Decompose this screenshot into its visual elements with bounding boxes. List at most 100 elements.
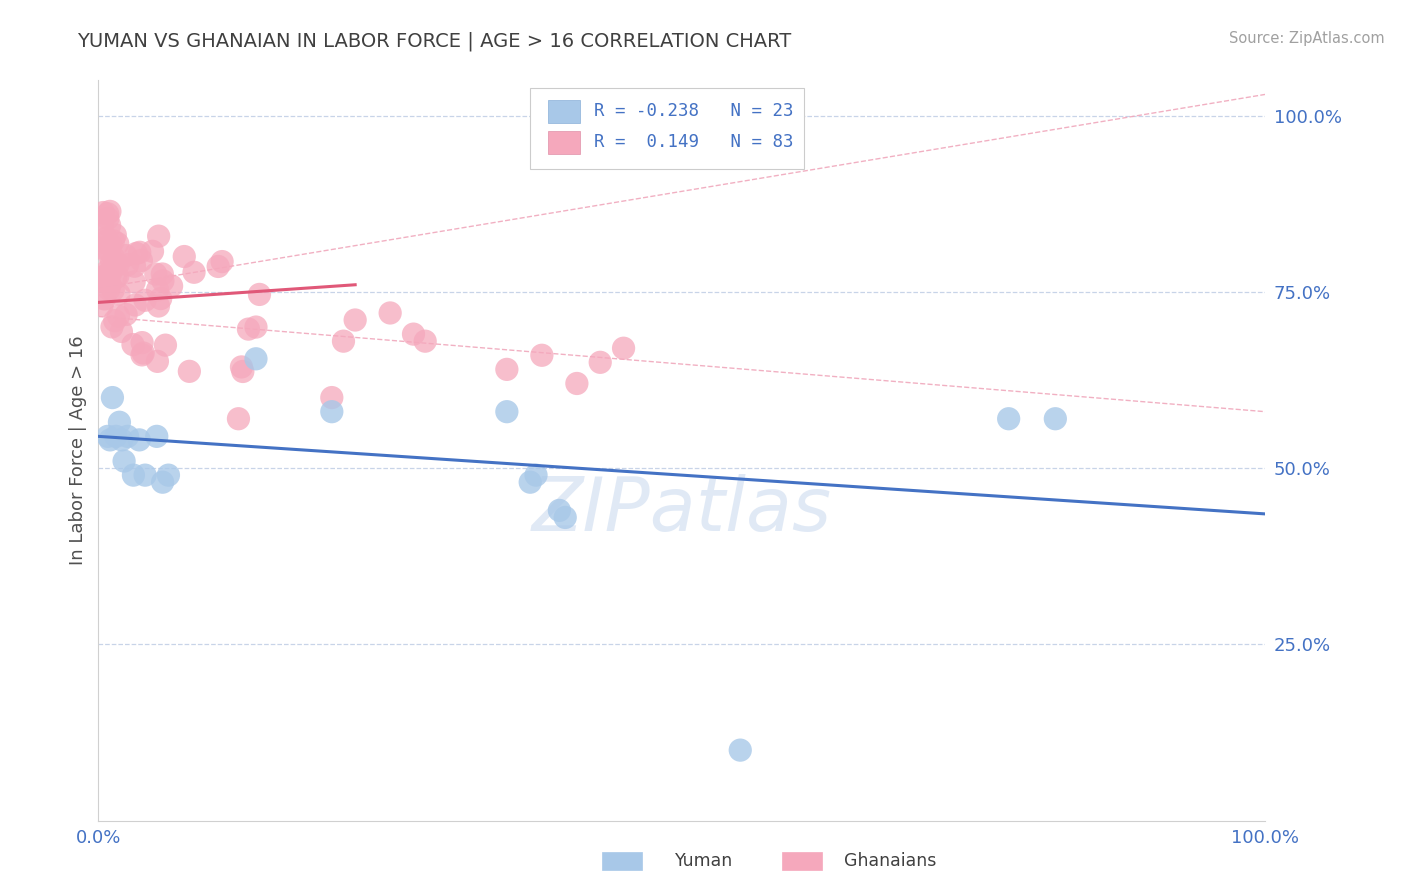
Point xyxy=(179,364,201,378)
Point xyxy=(589,355,612,369)
Point xyxy=(245,351,267,366)
Point xyxy=(97,429,120,443)
Point xyxy=(132,346,155,360)
Point xyxy=(149,292,172,306)
Point xyxy=(124,259,146,273)
Point xyxy=(157,468,180,483)
Point xyxy=(93,268,115,283)
Point xyxy=(238,322,260,336)
Point xyxy=(321,405,343,419)
Point xyxy=(183,265,205,279)
Point xyxy=(496,405,519,419)
Point xyxy=(101,319,124,334)
Point xyxy=(122,468,145,483)
Point xyxy=(402,327,425,342)
Point xyxy=(124,298,146,312)
Point xyxy=(496,362,519,376)
Point xyxy=(128,433,150,447)
Point xyxy=(94,235,117,249)
Point xyxy=(104,314,127,328)
Point xyxy=(107,269,129,284)
Point xyxy=(98,249,121,263)
Point xyxy=(524,468,547,483)
Point xyxy=(107,257,129,271)
FancyBboxPatch shape xyxy=(548,100,581,123)
Point xyxy=(97,207,120,221)
Point xyxy=(94,276,117,290)
Bar xyxy=(783,853,823,871)
Point xyxy=(128,245,150,260)
Point xyxy=(207,260,229,274)
Point xyxy=(145,267,167,281)
Point xyxy=(112,454,135,468)
Point xyxy=(117,429,139,443)
Point xyxy=(94,231,117,245)
Point xyxy=(146,429,169,443)
FancyBboxPatch shape xyxy=(548,130,581,154)
Point xyxy=(131,348,153,362)
Point xyxy=(104,429,127,443)
Point xyxy=(344,313,367,327)
Point xyxy=(380,306,402,320)
Point xyxy=(131,253,153,268)
Point xyxy=(530,348,553,362)
Point xyxy=(98,265,121,279)
Point xyxy=(101,391,124,405)
Point xyxy=(103,283,125,297)
Point xyxy=(97,282,120,296)
Point xyxy=(1045,411,1067,425)
Text: Ghanaians: Ghanaians xyxy=(844,852,936,870)
Point xyxy=(110,325,132,339)
Point xyxy=(245,320,267,334)
Point xyxy=(98,219,121,233)
Point xyxy=(730,743,752,757)
Point xyxy=(249,287,271,301)
Point xyxy=(134,293,156,308)
Point xyxy=(107,236,129,251)
Point xyxy=(228,411,250,425)
Point xyxy=(104,227,127,242)
Point xyxy=(98,433,121,447)
Point xyxy=(146,283,169,297)
Point xyxy=(155,338,177,352)
Point xyxy=(90,270,112,285)
Point xyxy=(231,359,253,374)
Point xyxy=(997,411,1019,425)
Point xyxy=(148,299,170,313)
Point xyxy=(100,266,122,280)
Point xyxy=(103,252,125,266)
Point xyxy=(146,354,169,368)
Point xyxy=(131,335,153,350)
Bar xyxy=(603,853,643,871)
Point xyxy=(321,391,343,405)
Point xyxy=(115,308,138,322)
Point xyxy=(98,244,121,258)
Text: ZIPatlas: ZIPatlas xyxy=(531,474,832,546)
Point xyxy=(108,415,131,429)
Point xyxy=(111,433,134,447)
Point xyxy=(122,275,145,289)
Point xyxy=(97,211,120,226)
Point xyxy=(613,341,636,355)
Text: Yuman: Yuman xyxy=(675,852,733,870)
Point xyxy=(413,334,436,348)
Point xyxy=(125,246,148,260)
Point xyxy=(148,229,170,244)
Point xyxy=(97,263,120,277)
Point xyxy=(103,234,125,248)
Point xyxy=(100,238,122,252)
Text: YUMAN VS GHANAIAN IN LABOR FORCE | AGE > 16 CORRELATION CHART: YUMAN VS GHANAIAN IN LABOR FORCE | AGE >… xyxy=(77,31,792,51)
Point xyxy=(150,267,173,281)
Point xyxy=(91,298,114,312)
Point xyxy=(91,205,114,219)
Point xyxy=(519,475,541,490)
Text: R =  0.149   N = 83: R = 0.149 N = 83 xyxy=(595,134,794,152)
Point xyxy=(117,258,139,272)
Point xyxy=(98,277,121,292)
Point xyxy=(141,244,163,259)
Point xyxy=(160,279,183,293)
Y-axis label: In Labor Force | Age > 16: In Labor Force | Age > 16 xyxy=(69,335,87,566)
Text: Source: ZipAtlas.com: Source: ZipAtlas.com xyxy=(1229,31,1385,46)
Point xyxy=(107,309,129,323)
Point xyxy=(104,270,127,285)
